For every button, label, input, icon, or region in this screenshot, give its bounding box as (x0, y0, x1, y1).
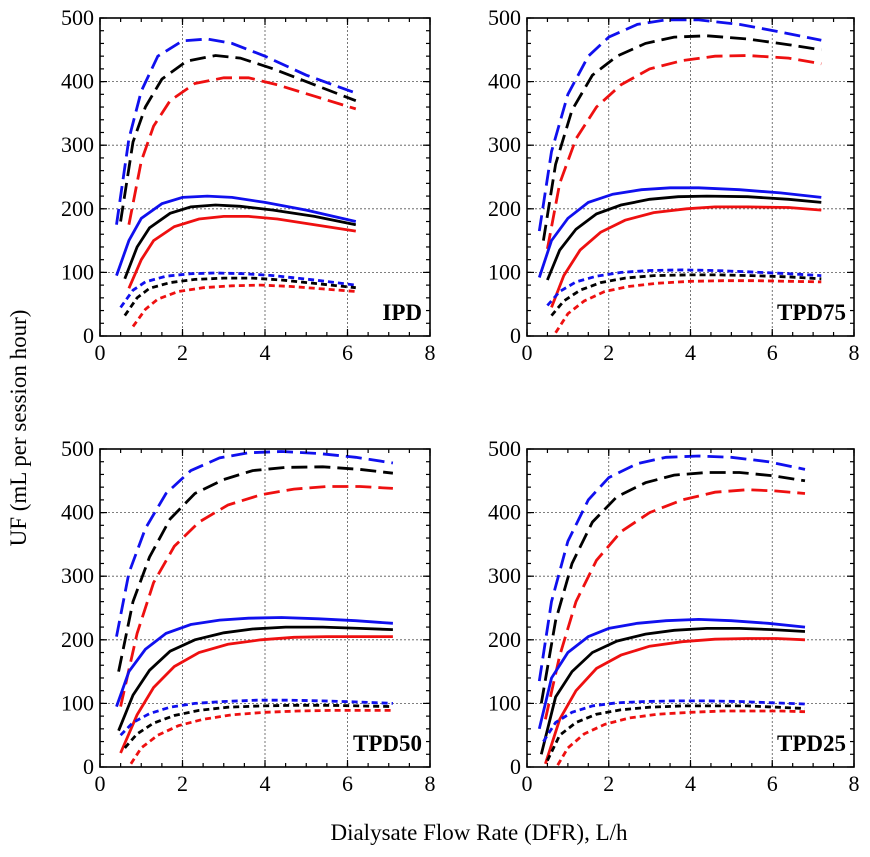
series-line-blue-solid (115, 616, 393, 708)
y-tick-label: 500 (61, 436, 94, 461)
series-line-red-long (546, 54, 822, 250)
y-tick-label: 200 (61, 627, 94, 652)
y-tick-label: 200 (488, 196, 521, 221)
series-line-black-solid (546, 194, 822, 281)
panel-tpd75: 0 2 4 6 8 0 100 200 300 400 500 TPD75 (488, 5, 860, 365)
panel-label-tpd25: TPD25 (777, 731, 846, 756)
series-line-red-long (127, 76, 357, 225)
y-tick-label: 300 (488, 132, 521, 157)
panel-ipd: 0 2 4 6 8 0 100 200 300 400 500 IPD (61, 5, 436, 365)
y-tick-label: 400 (488, 69, 521, 94)
series-line-blue-long (537, 18, 822, 232)
x-tick-label: 4 (685, 340, 696, 365)
series-line-black-long (539, 471, 806, 704)
y-tick-label: 300 (61, 132, 94, 157)
series-line-red-long (544, 488, 806, 720)
series-line-blue-long (115, 450, 394, 637)
series-line-black-solid (123, 203, 357, 280)
x-tick-label: 2 (603, 340, 614, 365)
x-tick-label: 8 (849, 771, 860, 796)
y-tick-label: 100 (61, 259, 94, 284)
series-line-red-short (131, 283, 356, 328)
series-line-black-solid (117, 625, 393, 732)
x-tick-label: 8 (425, 771, 436, 796)
plot-frame (526, 17, 855, 337)
panel-label-tpd50: TPD50 (353, 731, 422, 756)
y-tick-label: 0 (510, 323, 521, 348)
plot-frame (99, 448, 431, 768)
series-line-blue-short (119, 698, 393, 737)
series-line-black-short (123, 703, 393, 749)
x-tick-label: 0 (95, 340, 106, 365)
y-tick-label: 0 (83, 754, 94, 779)
series-line-black-long (542, 34, 822, 241)
x-tick-label: 0 (95, 771, 106, 796)
x-tick-label: 8 (425, 340, 436, 365)
x-tick-label: 6 (767, 340, 778, 365)
series-line-blue-solid (115, 194, 357, 277)
y-tick-label: 300 (488, 563, 521, 588)
series-line-blue-short (546, 268, 822, 307)
x-tick-label: 8 (849, 340, 860, 365)
series-line-blue-short (119, 271, 356, 309)
y-tick-label: 300 (61, 563, 94, 588)
y-tick-label: 400 (488, 500, 521, 525)
x-tick-label: 2 (177, 771, 188, 796)
x-tick-label: 0 (522, 771, 533, 796)
panel-label-tpd75: TPD75 (777, 300, 846, 325)
y-tick-label: 100 (488, 690, 521, 715)
series-line-black-solid (539, 627, 806, 755)
panel-label-ipd: IPD (382, 300, 422, 325)
x-tick-label: 6 (342, 340, 353, 365)
y-tick-label: 500 (488, 436, 521, 461)
y-tick-label: 200 (61, 196, 94, 221)
panel-tpd25: 0 2 4 6 8 0 100 200 300 400 500 TPD25 (488, 436, 860, 796)
series-line-blue-solid (537, 617, 806, 730)
series-line-red-solid (119, 635, 393, 754)
x-tick-label: 4 (260, 771, 271, 796)
series-line-red-short (556, 709, 806, 766)
y-tick-label: 0 (510, 754, 521, 779)
x-tick-label: 4 (260, 340, 271, 365)
series-line-blue-long (115, 37, 357, 225)
x-tick-label: 2 (177, 340, 188, 365)
y-tick-label: 100 (61, 690, 94, 715)
series-line-black-short (546, 704, 806, 762)
y-tick-label: 200 (488, 627, 521, 652)
x-tick-label: 4 (685, 771, 696, 796)
y-tick-label: 500 (488, 5, 521, 30)
x-tick-label: 6 (767, 771, 778, 796)
y-tick-label: 0 (83, 323, 94, 348)
series-line-red-solid (544, 637, 806, 765)
series-line-black-long (119, 54, 357, 222)
series-line-red-short (129, 709, 393, 765)
y-tick-label: 100 (488, 259, 521, 284)
y-tick-label: 500 (61, 5, 94, 30)
series-line-blue-solid (537, 186, 822, 278)
series-line-blue-short (542, 699, 806, 743)
series-line-black-short (550, 273, 822, 317)
series-line-blue-long (537, 454, 806, 682)
x-tick-label: 2 (603, 771, 614, 796)
series-line-red-long (119, 485, 393, 707)
series-line-red-solid (550, 205, 822, 308)
panel-tpd50: 0 2 4 6 8 0 100 200 300 400 500 TPD50 (61, 436, 436, 796)
x-tick-label: 0 (522, 340, 533, 365)
x-axis-title: Dialysate Flow Rate (DFR), L/h (330, 820, 628, 845)
y-tick-label: 400 (61, 500, 94, 525)
series-line-black-long (117, 465, 394, 672)
series-line-red-solid (127, 215, 357, 289)
y-tick-label: 400 (61, 69, 94, 94)
y-axis-title: UF (mL per session hour) (6, 310, 31, 547)
series-line-black-short (123, 276, 356, 317)
x-tick-label: 6 (342, 771, 353, 796)
